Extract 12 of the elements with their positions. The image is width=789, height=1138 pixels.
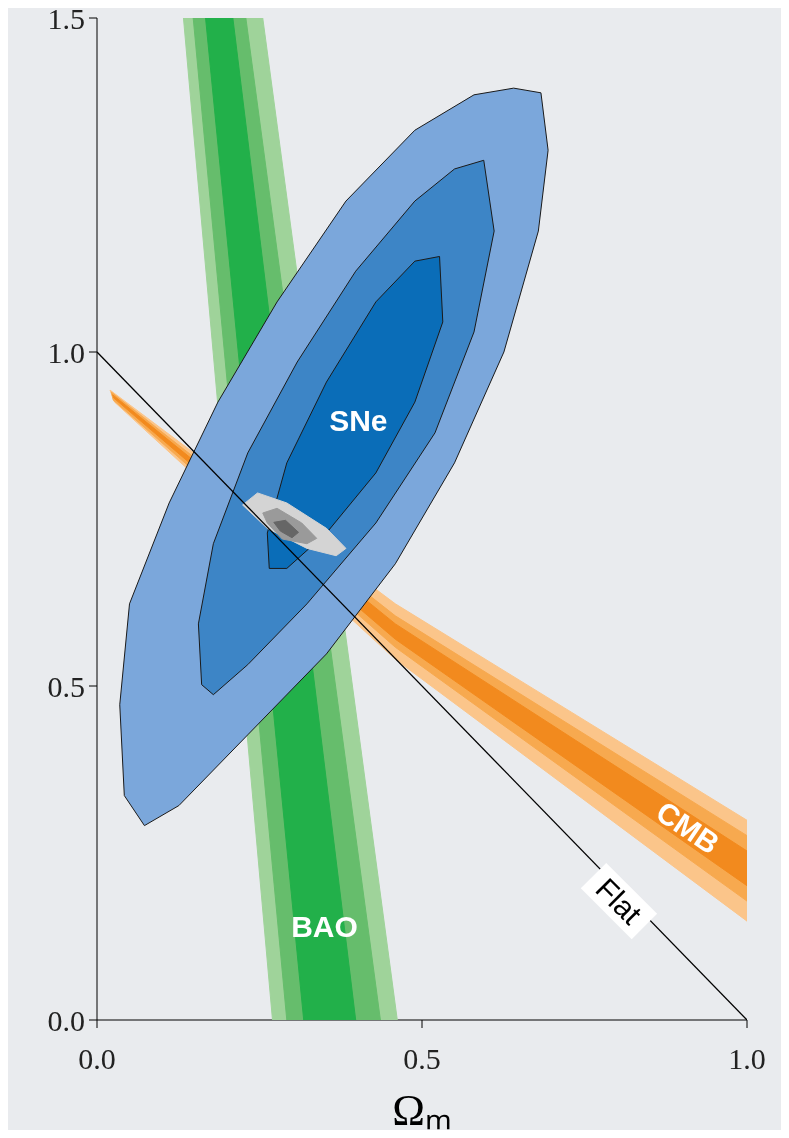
x-axis-title: Ωₘ	[392, 1086, 452, 1135]
annotation: BAO	[291, 909, 358, 943]
annotation: SNe	[329, 404, 388, 438]
x-tick-label: 0.5	[403, 1042, 441, 1076]
y-tick-label: 0.5	[47, 669, 85, 703]
y-tick-label: 1.0	[47, 335, 85, 369]
y-tick-label: 0.0	[47, 1003, 85, 1037]
y-tick-label: 1.5	[47, 1, 85, 35]
annotation: CMB	[650, 794, 726, 861]
x-tick-label: 0.0	[78, 1042, 116, 1076]
x-tick-label: 1.0	[728, 1042, 766, 1076]
annotation: Flat	[589, 871, 649, 931]
